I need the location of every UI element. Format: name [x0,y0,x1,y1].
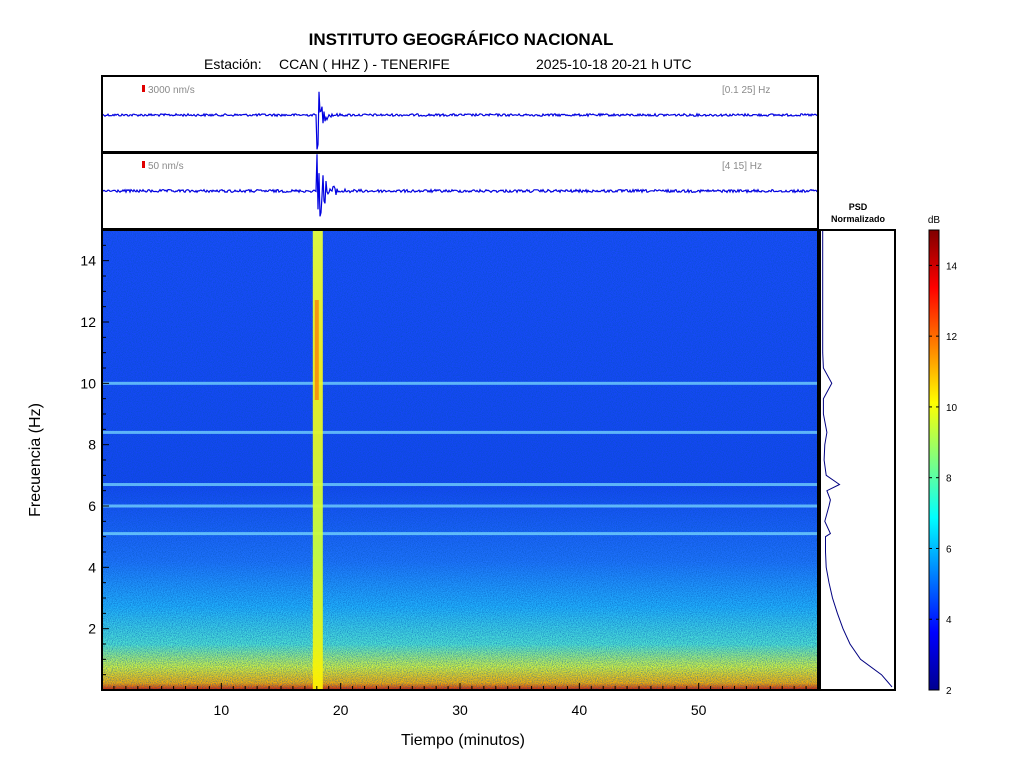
harmonic-band [102,504,818,508]
harmonic-band [102,532,818,536]
colorbar-tick-label: 14 [946,261,958,272]
y-tick-label: 10 [80,375,96,391]
psd-title-line2: Normalizado [831,214,886,224]
harmonic-bands [102,381,818,536]
trace-1-band-label: [0.1 25] Hz [722,85,770,96]
colorbar-gradient [928,229,940,691]
y-tick-label: 4 [88,559,96,575]
trace-2-scale-label: 50 nm/s [148,161,184,172]
colorbar-tick-label: 2 [946,686,952,697]
colorbar-tick-label: 4 [946,615,952,626]
y-tick-label: 14 [80,253,96,269]
trace-2-band-label: [4 15] Hz [722,161,762,172]
colorbar: dB 2 4 6 8 10 12 14 [928,215,958,697]
colorbar-tick-label: 12 [946,332,958,343]
colorbar-tick-label: 10 [946,403,958,414]
scale-bar-2 [142,161,145,168]
psd-title-line1: PSD [849,202,868,212]
harmonic-band [102,483,818,487]
psd-panel: PSD Normalizado [819,202,896,691]
station-label: Estación: [204,56,262,72]
y-tick-label: 8 [88,437,96,453]
trace-2-waveform [101,154,819,217]
trace-1-waveform [101,91,819,150]
x-tick-label: 40 [572,702,588,718]
trace-1-scale-label: 3000 nm/s [148,85,195,96]
colorbar-ticks: 2 4 6 8 10 12 14 [929,261,958,697]
trace-panel-broadband: 3000 nm/s [0.1 25] Hz [101,75,819,153]
event-core [314,300,319,400]
event-stripe [312,230,323,690]
date-time: 2025-10-18 20-21 h UTC [536,56,692,72]
y-axis-label: Frecuencia (Hz) [27,403,44,517]
trace-panel-filtered: 50 nm/s [4 15] Hz [101,152,819,230]
y-tick-label: 6 [88,498,96,514]
colorbar-unit: dB [928,215,941,226]
psd-background [820,230,895,690]
spectrogram-plot: 10 20 30 40 50 2 4 6 8 10 12 14 Tiempo (minutos) F… [27,229,819,749]
psd-curve [822,230,893,688]
colorbar-tick-label: 8 [946,474,952,485]
figure-title: INSTITUTO GEOGRÁFICO NACIONAL [309,30,614,49]
y-axis-ticks: 2 4 6 8 10 12 14 [80,244,109,676]
station-name: CCAN ( HHZ ) - TENERIFE [279,56,450,72]
x-tick-label: 20 [333,702,349,718]
scale-bar-1 [142,85,145,92]
spectrogram-speckle [102,230,818,690]
x-tick-label: 50 [691,702,707,718]
x-axis-ticks: 10 20 30 40 50 [113,683,807,718]
harmonic-band [102,381,818,385]
psd-frame [819,229,896,691]
y-tick-label: 2 [88,621,96,637]
x-tick-label: 10 [214,702,230,718]
colorbar-tick-label: 6 [946,544,952,555]
harmonic-band [102,430,818,434]
y-tick-label: 12 [80,314,96,330]
x-tick-label: 30 [452,702,468,718]
x-axis-label: Tiempo (minutos) [401,732,525,749]
